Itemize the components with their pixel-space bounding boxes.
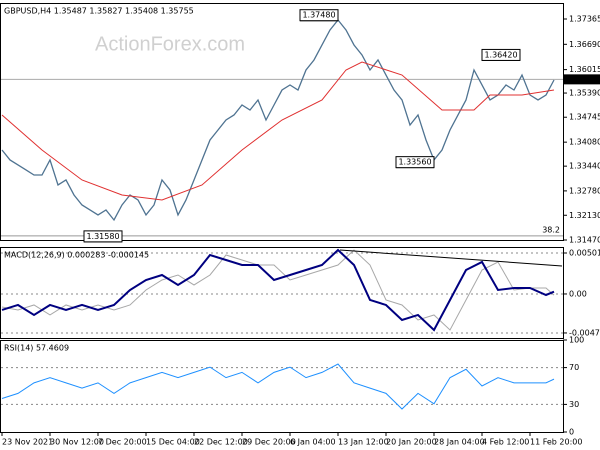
y-tick-label: 1.32780 bbox=[569, 186, 600, 195]
annotation-label: 1.36420 bbox=[484, 50, 517, 59]
panel-frame bbox=[0, 247, 564, 339]
series-line bbox=[1, 61, 555, 201]
last-price-label: 1.35755 bbox=[568, 75, 600, 84]
y-tick-label: 30 bbox=[569, 400, 579, 409]
annotation-box bbox=[395, 156, 435, 169]
annotation-label: 1.31580 bbox=[86, 232, 119, 241]
x-tick-label: 23 Nov 2021 bbox=[2, 438, 53, 447]
panel-frame bbox=[0, 3, 564, 241]
x-tick-label: 30 Nov 12:00 bbox=[50, 438, 104, 447]
x-tick-label: 13 Jan 12:00 bbox=[338, 438, 389, 447]
y-tick-label: 0 bbox=[569, 428, 574, 437]
x-tick-label: 6 Jan 04:00 bbox=[290, 438, 336, 447]
series-line bbox=[1, 248, 555, 332]
panel-title: MACD(12,26,9) 0.000283 -0.000145 bbox=[4, 251, 149, 260]
last-price-box bbox=[564, 74, 600, 85]
y-tick-label: 1.32130 bbox=[569, 211, 600, 220]
annotation-label: 1.33560 bbox=[398, 158, 431, 167]
watermark: ActionForex.com bbox=[95, 33, 245, 55]
y-tick-label: 70 bbox=[569, 363, 579, 372]
x-tick-label: 29 Dec 20:00 bbox=[242, 438, 296, 447]
panel-title: RSI(14) 57.4609 bbox=[4, 344, 69, 353]
x-tick-label: 28 Jan 04:00 bbox=[434, 438, 485, 447]
annotation-box bbox=[299, 9, 339, 22]
panel-title: GBPUSD,H4 1.35487 1.35827 1.35408 1.3575… bbox=[4, 7, 194, 16]
series-line bbox=[1, 18, 555, 222]
y-tick-label: 1.35390 bbox=[569, 89, 600, 98]
macd-trendline bbox=[339, 249, 563, 267]
y-tick-label: 1.34080 bbox=[569, 138, 600, 147]
x-tick-label: 20 Jan 20:00 bbox=[386, 438, 437, 447]
y-tick-label: 0.005015 bbox=[569, 249, 600, 258]
y-tick-label: -0.004773 bbox=[569, 328, 600, 337]
y-tick-label: 1.36015 bbox=[569, 65, 600, 74]
x-tick-label: 11 Feb 20:00 bbox=[530, 438, 582, 447]
annotation-box bbox=[83, 230, 123, 243]
series-line bbox=[1, 249, 555, 331]
y-tick-label: 1.37365 bbox=[569, 15, 600, 24]
annotation-label: 1.37480 bbox=[302, 11, 335, 20]
panel-frame bbox=[0, 340, 564, 433]
x-tick-label: 4 Feb 12:00 bbox=[482, 438, 529, 447]
y-tick-label: 100 bbox=[569, 336, 584, 345]
y-tick-label: 1.31470 bbox=[569, 236, 600, 245]
x-tick-label: 15 Dec 04:00 bbox=[146, 438, 200, 447]
series-line bbox=[1, 363, 555, 410]
y-tick-label: 1.33440 bbox=[569, 162, 600, 171]
y-tick-label: 0.00 bbox=[569, 289, 587, 298]
y-tick-label: 1.34745 bbox=[569, 113, 600, 122]
x-tick-label: 22 Dec 12:00 bbox=[194, 438, 248, 447]
fib-label: 38.2 bbox=[542, 225, 560, 234]
x-tick-label: 7 Dec 20:00 bbox=[98, 438, 147, 447]
annotation-box bbox=[481, 48, 521, 61]
y-tick-label: 1.36690 bbox=[569, 40, 600, 49]
